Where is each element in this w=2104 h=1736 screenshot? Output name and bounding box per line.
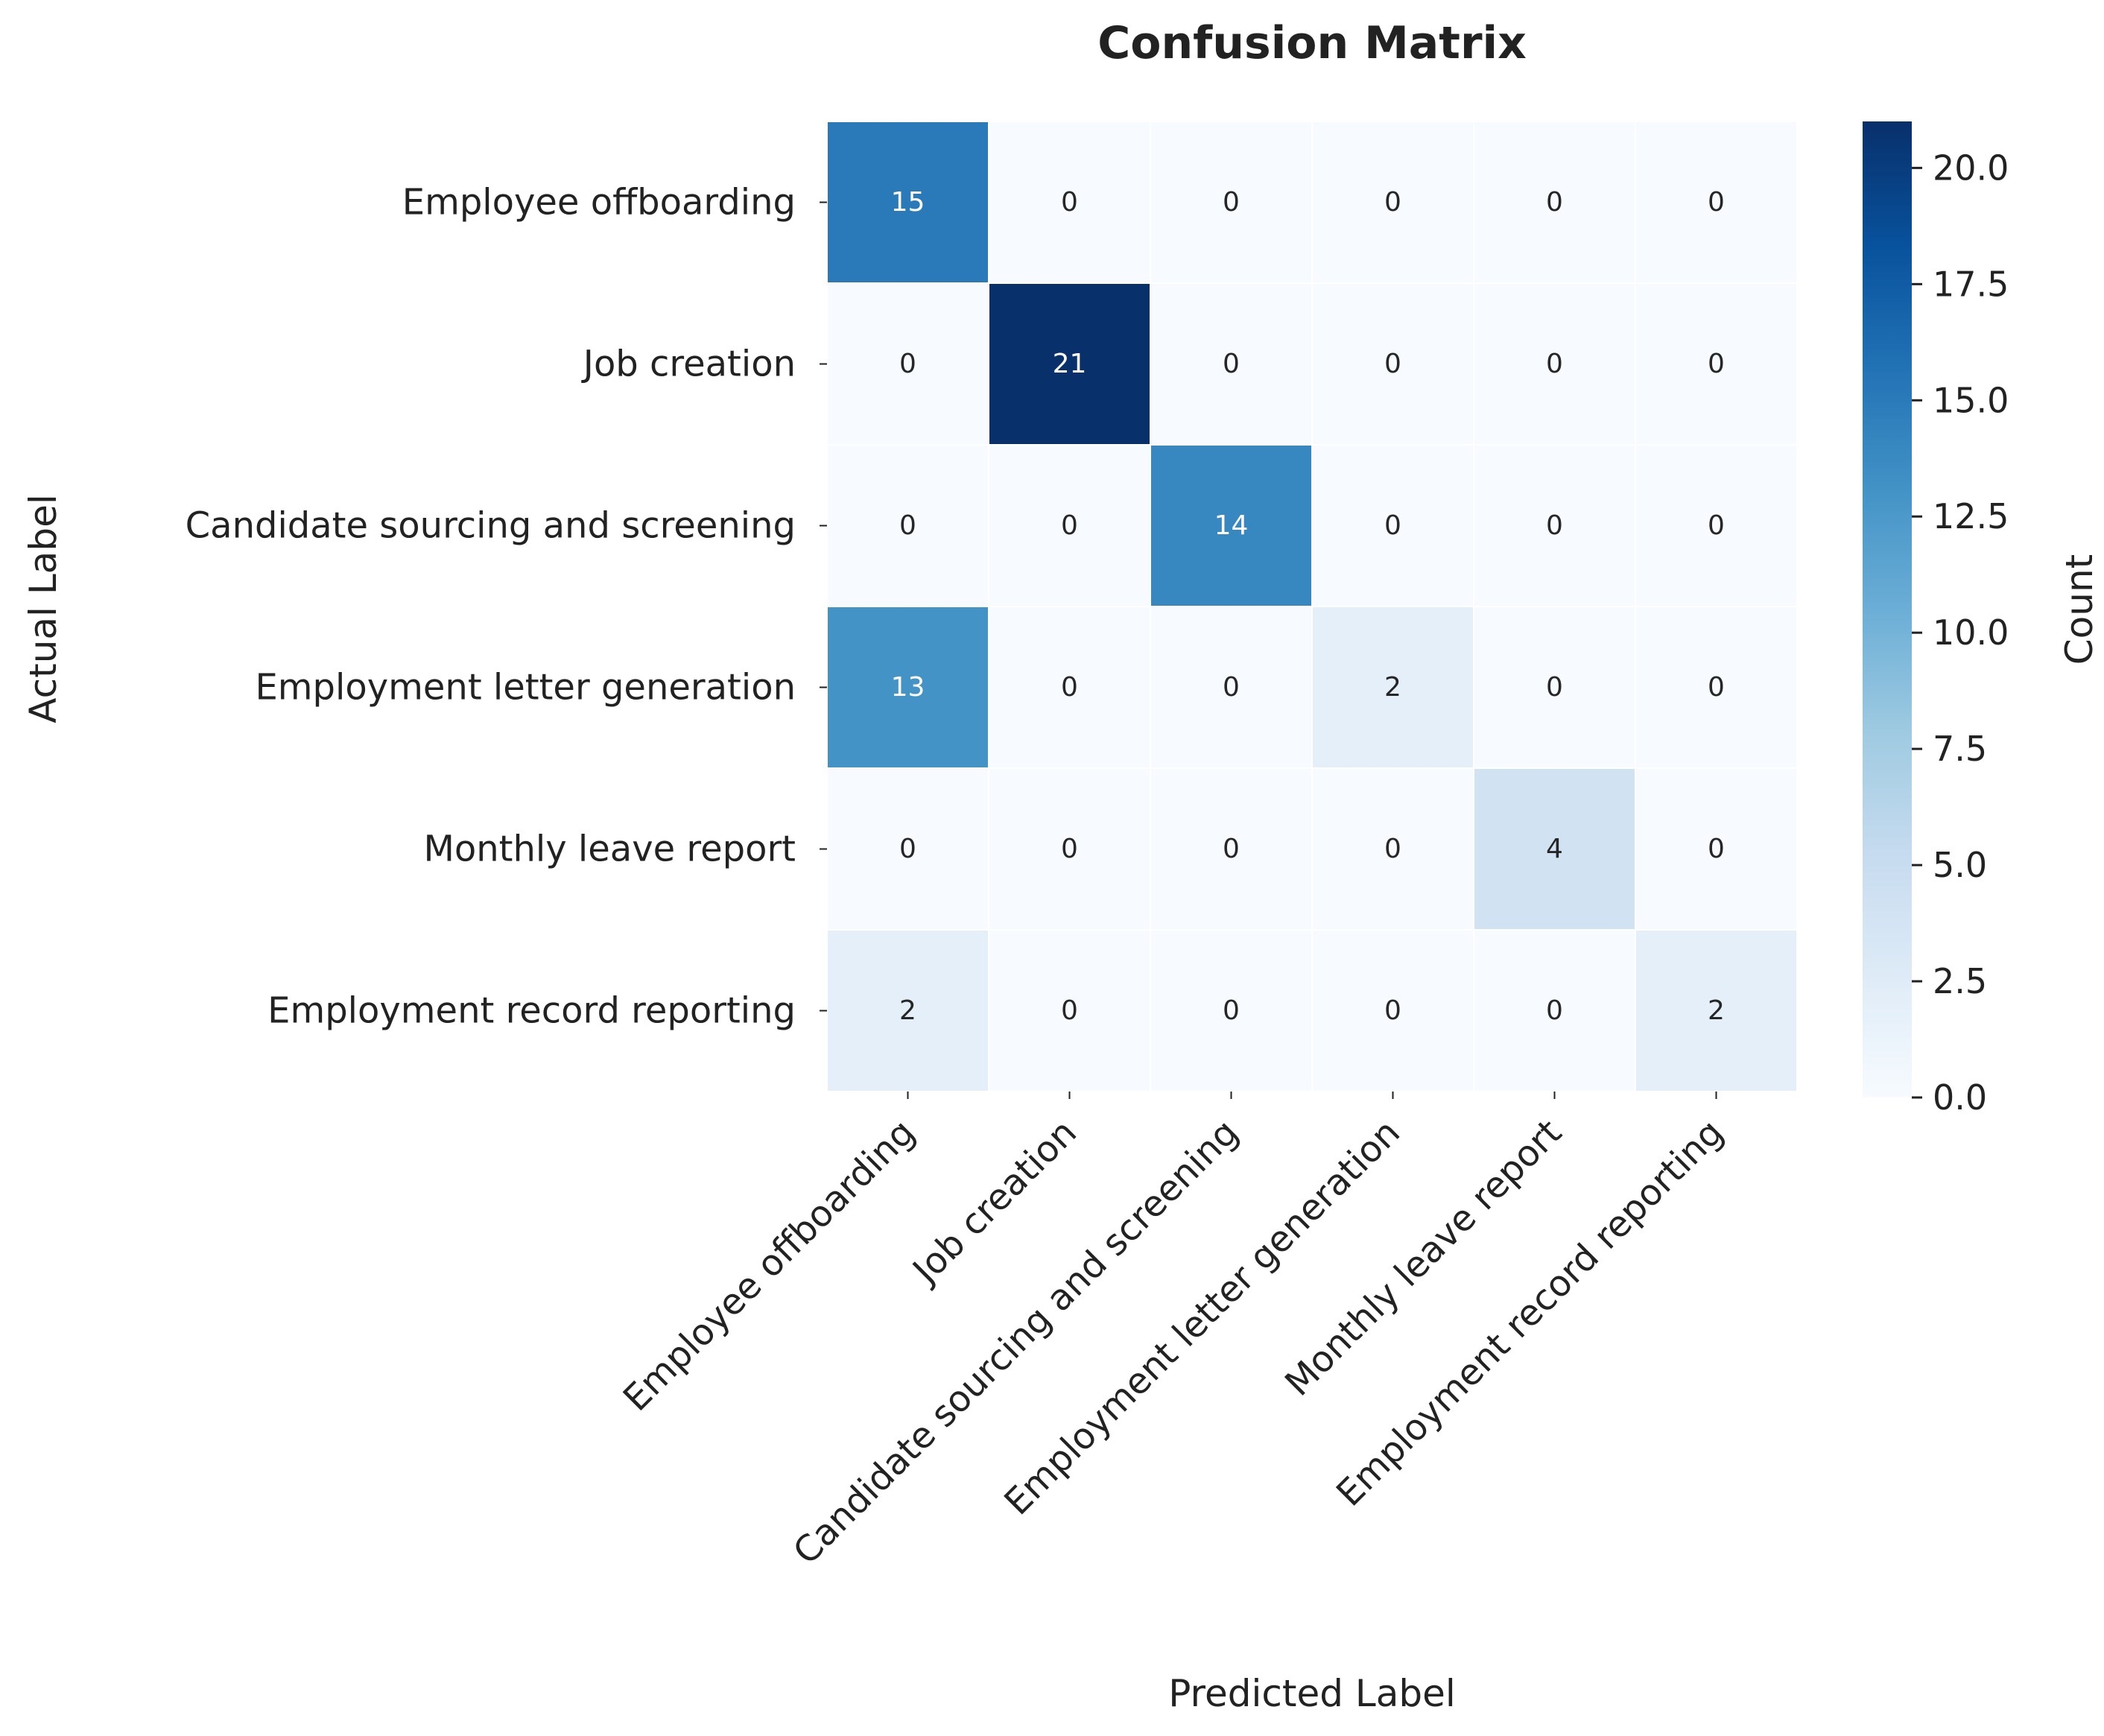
colorbar-tick-label: 17.5: [1933, 264, 2009, 304]
y-axis-tick-labels: Employee offboarding Job creation Candidat…: [186, 182, 827, 1032]
heatmap-cell: [1311, 444, 1474, 607]
y-tick-label: Job creation: [581, 343, 796, 385]
heatmap-cell: [826, 606, 989, 769]
heatmap-cell: [988, 282, 1151, 446]
heatmap-cell: [1635, 767, 1798, 931]
y-axis-label: Actual Label: [22, 494, 65, 723]
heatmap-cell-value: 0: [1061, 510, 1078, 541]
heatmap-cell: [1311, 282, 1474, 446]
heatmap-cell-value: 0: [1546, 187, 1563, 218]
heatmap-cell-value: 0: [1708, 834, 1725, 864]
colorbar-tick-label: 15.0: [1933, 380, 2009, 420]
y-tick-label: Employee offboarding: [402, 182, 796, 224]
colorbar-tick-label: 7.5: [1933, 729, 1987, 769]
heatmap-cell-value: 0: [1708, 349, 1725, 379]
heatmap-cell-value: 0: [1223, 834, 1240, 864]
heatmap-cell-value: 0: [1061, 995, 1078, 1026]
heatmap-cell-value: 0: [1223, 349, 1240, 379]
heatmap-cell: [988, 444, 1151, 607]
heatmap-cell: [1150, 121, 1313, 284]
heatmap-cell-value: 0: [1708, 510, 1725, 541]
heatmap-cell-value: 0: [899, 510, 916, 541]
heatmap-cell: [1311, 767, 1474, 931]
heatmap-cell-value: 0: [1546, 672, 1563, 703]
heatmap-cell: [988, 606, 1151, 769]
heatmap-cell-value: 0: [1708, 187, 1725, 218]
heatmap-cell-value: 14: [1214, 510, 1249, 541]
heatmap-cell: [1150, 606, 1313, 769]
colorbar: [1863, 121, 1912, 1097]
y-tick-label: Employment letter generation: [255, 667, 796, 709]
heatmap-cell: [826, 121, 989, 284]
heatmap-cell-value: 0: [1384, 187, 1401, 218]
colorbar-tick-label: 2.5: [1933, 961, 1987, 1001]
heatmap-cell: [826, 767, 989, 931]
y-tick-label: Employment record reporting: [267, 990, 796, 1032]
heatmap-cell: [1473, 121, 1636, 284]
heatmap-cell: [1635, 606, 1798, 769]
heatmap-cell-value: 2: [1708, 995, 1725, 1026]
heatmap-cell-value: 0: [899, 834, 916, 864]
heatmap-cell: [988, 121, 1151, 284]
heatmap-cell-value: 0: [1223, 672, 1240, 703]
heatmap-cell-value: 4: [1546, 834, 1563, 864]
heatmap-cell-value: 0: [1546, 349, 1563, 379]
colorbar-ticks: 0.0 2.5 5.0 7.5 10.0 12.5 15.0 17.5 20.0: [1912, 148, 2009, 1118]
heatmap-cell: [1473, 929, 1636, 1092]
x-axis-label: Predicted Label: [1168, 1672, 1456, 1715]
heatmap-cell: [1473, 444, 1636, 607]
heatmap-cell-value: 0: [1546, 995, 1563, 1026]
heatmap-cell-value: 0: [1546, 510, 1563, 541]
heatmap-cell: [1150, 444, 1313, 607]
x-tick-label: Job creation: [904, 1112, 1085, 1293]
heatmap-cell-value: 0: [1223, 187, 1240, 218]
heatmap-cell: [1473, 767, 1636, 931]
heatmap-cell-value: 0: [1384, 834, 1401, 864]
chart-title: Confusion Matrix: [1097, 17, 1527, 69]
x-tick-label: Monthly leave report: [1277, 1112, 1570, 1404]
heatmap-cell: [1635, 282, 1798, 446]
y-tick-label: Monthly leave report: [423, 829, 796, 870]
heatmap-cell: [1150, 767, 1313, 931]
heatmap-cell-labels: 15 0 0 0 0 0 0 21 0 0 0 0 0 0 14 0 0 0 13 0 0 2 0 0 0 0 0 0 4 0 2 0 0 0 0 2: [891, 187, 1725, 1026]
heatmap-cell: [1311, 121, 1474, 284]
y-tick-label: Candidate sourcing and screening: [186, 505, 796, 547]
heatmap-cells: [826, 121, 1798, 1092]
heatmap-cell: [1635, 444, 1798, 607]
heatmap-cell-value: 13: [891, 672, 925, 703]
heatmap-cell-value: 0: [1061, 672, 1078, 703]
heatmap-cell-value: 0: [1061, 834, 1078, 864]
heatmap-cell-value: 0: [1708, 672, 1725, 703]
colorbar-tick-label: 20.0: [1933, 148, 2009, 188]
heatmap-cell-value: 21: [1053, 349, 1087, 379]
heatmap-cell: [826, 929, 989, 1092]
colorbar-tick-label: 0.0: [1933, 1077, 1987, 1118]
heatmap-cell: [1473, 606, 1636, 769]
heatmap-cell-value: 0: [1384, 510, 1401, 541]
colorbar-tick-label: 12.5: [1933, 496, 2009, 536]
heatmap-cell: [826, 444, 989, 607]
colorbar-tick-label: 5.0: [1933, 845, 1987, 885]
heatmap-cell-value: 0: [1061, 187, 1078, 218]
colorbar-tick-label: 10.0: [1933, 612, 2009, 653]
x-tick-label: Employee offboarding: [615, 1112, 923, 1419]
heatmap-cell-value: 2: [899, 995, 916, 1026]
heatmap-cell: [1635, 929, 1798, 1092]
heatmap-cell-value: 0: [1223, 995, 1240, 1026]
heatmap-cell-value: 0: [1384, 995, 1401, 1026]
heatmap-cell-value: 0: [1384, 349, 1401, 379]
heatmap-cell: [1311, 606, 1474, 769]
heatmap-cell-value: 15: [891, 187, 925, 218]
heatmap-cell-value: 0: [899, 349, 916, 379]
heatmap-cell-value: 2: [1384, 672, 1401, 703]
colorbar-label: Count: [2058, 554, 2101, 665]
heatmap-cell: [1635, 121, 1798, 284]
